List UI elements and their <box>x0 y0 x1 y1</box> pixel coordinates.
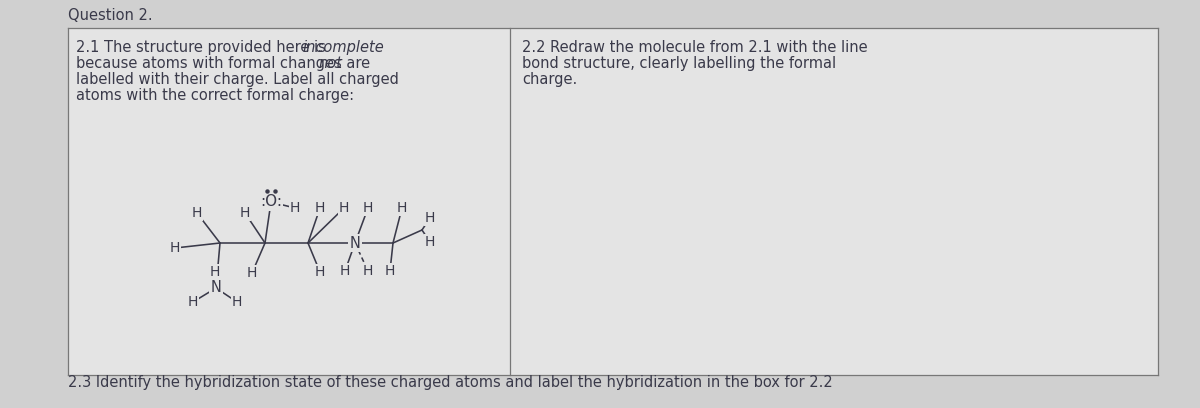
Text: H: H <box>340 264 350 278</box>
Text: H: H <box>192 206 202 220</box>
Text: charge.: charge. <box>522 72 577 87</box>
Text: H: H <box>338 201 349 215</box>
Text: H: H <box>425 211 436 225</box>
Text: not: not <box>318 56 342 71</box>
Text: incomplete: incomplete <box>302 40 384 55</box>
Text: H: H <box>314 201 325 215</box>
Bar <box>510 28 1158 375</box>
Text: labelled with their charge. Label all charged: labelled with their charge. Label all ch… <box>76 72 398 87</box>
Text: H: H <box>210 265 220 279</box>
Bar <box>68 28 510 375</box>
Text: H: H <box>170 241 180 255</box>
Text: N: N <box>349 235 360 251</box>
Text: because atoms with formal changes are: because atoms with formal changes are <box>76 56 374 71</box>
Text: H: H <box>362 201 373 215</box>
Text: H: H <box>314 265 325 279</box>
Text: H: H <box>232 295 242 309</box>
Text: 2.1 The structure provided here is: 2.1 The structure provided here is <box>76 40 330 55</box>
Text: atoms with the correct formal charge:: atoms with the correct formal charge: <box>76 88 354 103</box>
Text: H: H <box>397 201 407 215</box>
Text: H: H <box>425 235 436 249</box>
Text: bond structure, clearly labelling the formal: bond structure, clearly labelling the fo… <box>522 56 836 71</box>
Text: H: H <box>240 206 250 220</box>
Text: H: H <box>188 295 198 309</box>
Text: 2.3 Identify the hybridization state of these charged atoms and label the hybrid: 2.3 Identify the hybridization state of … <box>68 375 833 390</box>
Text: H: H <box>247 266 257 280</box>
Text: :O:: :O: <box>260 195 282 209</box>
Text: H: H <box>385 264 395 278</box>
Text: Question 2.: Question 2. <box>68 9 152 24</box>
Text: H: H <box>290 201 300 215</box>
Text: 2.2 Redraw the molecule from 2.1 with the line: 2.2 Redraw the molecule from 2.1 with th… <box>522 40 868 55</box>
Text: N: N <box>210 281 222 295</box>
Text: H: H <box>362 264 373 278</box>
